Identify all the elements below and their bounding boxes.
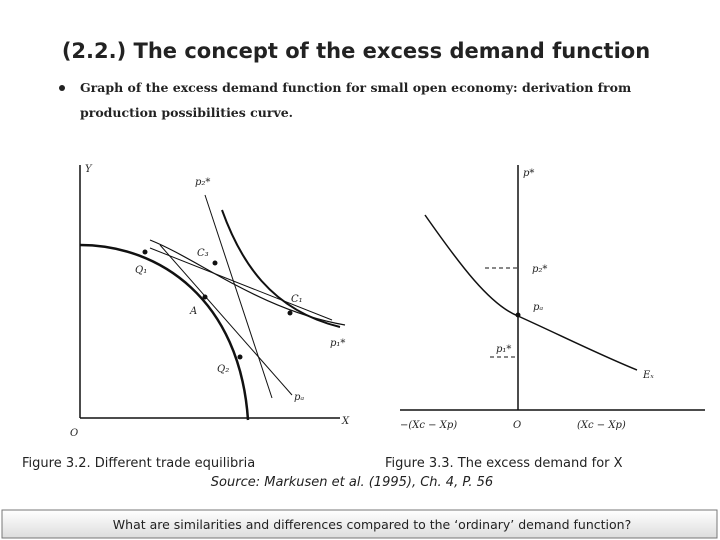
curve-label: Eₓ [642,370,654,381]
curve-label: Q₁ [135,265,147,276]
title: (2.2.) The concept of the excess demand … [62,39,650,63]
curve-label: p₂* [532,264,547,275]
axis-label: p* [523,168,534,179]
curve-label: C₁ [291,294,303,305]
bullet-dot [59,85,65,91]
caption: Figure 3.2. Different trade equilibria [22,456,255,471]
footer-box [1,509,718,539]
axis-label: −(Xc − Xp) [400,420,457,431]
bullet-text: production possibilities curve. [80,105,293,120]
axis-label: (Xc − Xp) [577,420,626,431]
bullet-text: Graph of the excess demand function for … [80,80,631,95]
axis-label: X [341,416,350,427]
curve-label: p₁* [496,344,511,355]
axis-label: Y [85,164,93,175]
footer-question: What are similarities and differences co… [113,517,631,532]
curve-label: pₐ [294,392,304,403]
curve-label: pₐ [533,302,543,313]
figure-left: Y X O p₂* C₃ Q₁ C₁ A p₁* Q₂ pₐ [70,164,350,439]
caption: Figure 3.3. The excess demand for X [385,456,623,471]
curve-label: C₃ [197,248,209,259]
curve-label: p₁* [330,338,345,349]
figure-right: p* p₂* pₐ p₁* Eₓ −(Xc − Xp) O (Xc − Xp) [400,165,705,431]
curve-label: p₂* [195,177,210,188]
axis-label: O [70,428,78,439]
curve-label: Q₂ [217,364,229,375]
source: Source: Markusen et al. (1995), Ch. 4, P… [211,475,493,490]
axis-label: O [513,420,521,431]
curve-label: A [189,306,197,317]
